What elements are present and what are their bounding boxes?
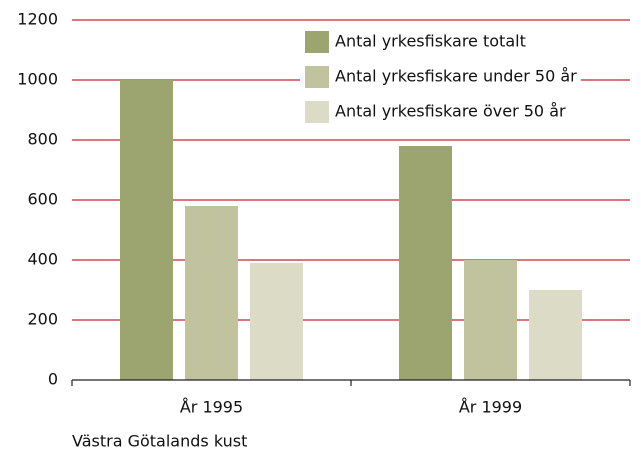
bar bbox=[529, 290, 582, 380]
legend-label: Antal yrkesfiskare över 50 år bbox=[335, 102, 566, 121]
x-tick-label: År 1995 bbox=[180, 398, 243, 417]
bar bbox=[250, 263, 303, 380]
y-tick-label: 600 bbox=[27, 190, 58, 209]
x-tick-label: År 1999 bbox=[459, 398, 522, 417]
legend-background bbox=[300, 28, 530, 56]
legend-swatch bbox=[305, 101, 329, 123]
y-tick-label: 400 bbox=[27, 250, 58, 269]
y-tick-label: 0 bbox=[48, 370, 58, 389]
legend-background bbox=[300, 63, 581, 91]
y-tick-label: 200 bbox=[27, 310, 58, 329]
legend-swatch bbox=[305, 66, 329, 88]
bar bbox=[464, 260, 517, 380]
caption: Västra Götalands kust bbox=[72, 432, 247, 451]
bar bbox=[399, 146, 452, 380]
bar bbox=[185, 206, 238, 380]
y-tick-label: 800 bbox=[27, 130, 58, 149]
y-tick-label: 1200 bbox=[17, 10, 58, 29]
legend-label: Antal yrkesfiskare under 50 år bbox=[335, 67, 577, 86]
y-tick-label: 1000 bbox=[17, 70, 58, 89]
legend-swatch bbox=[305, 31, 329, 53]
legend-background bbox=[300, 98, 570, 126]
legend-label: Antal yrkesfiskare totalt bbox=[335, 32, 526, 51]
bar bbox=[120, 80, 173, 380]
